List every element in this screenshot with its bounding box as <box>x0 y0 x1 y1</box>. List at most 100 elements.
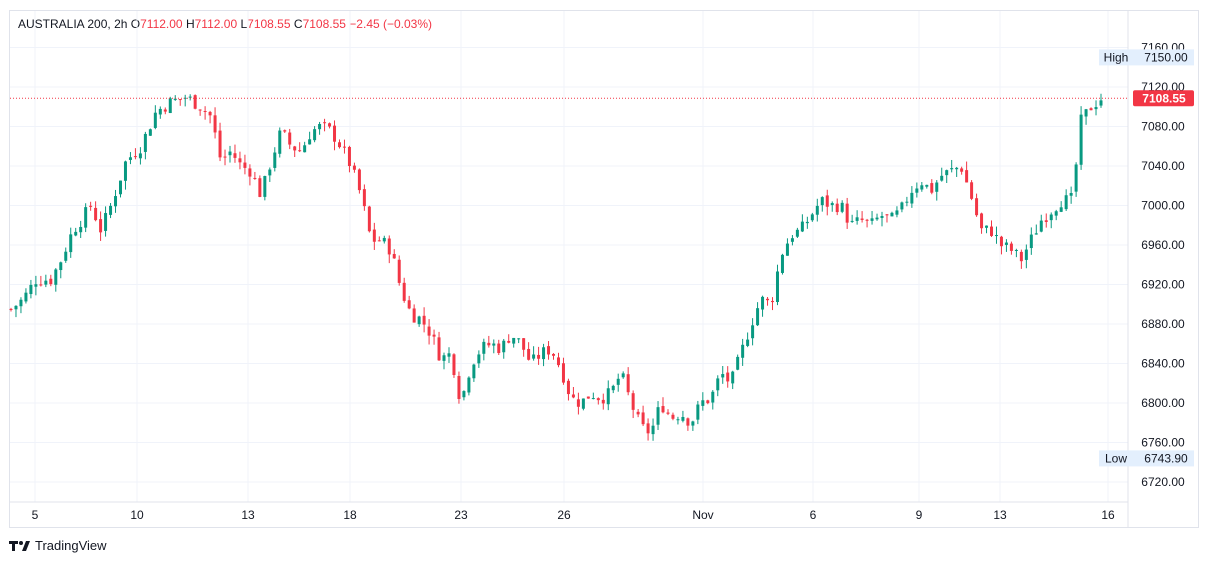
candle-body <box>771 300 775 303</box>
candle-body <box>248 168 252 177</box>
candle-body <box>452 354 456 376</box>
candle-body <box>552 353 556 356</box>
candle-body <box>228 151 232 156</box>
last-price-value: 7108.55 <box>1142 91 1186 105</box>
candle-body <box>193 95 197 109</box>
low-value: 7108.55 <box>247 17 291 31</box>
candle-body <box>278 130 282 154</box>
candle-body <box>1054 211 1058 216</box>
candle-body <box>815 205 819 215</box>
candle-body <box>34 284 38 287</box>
brand-name: TradingView <box>35 538 107 553</box>
y-tick-label: 6880.00 <box>1141 317 1185 331</box>
candle-body <box>387 238 391 255</box>
high-marker <box>1099 49 1194 66</box>
candle-body <box>492 343 496 346</box>
low-marker <box>1099 450 1194 467</box>
candle-body <box>198 109 202 111</box>
candle-body <box>840 202 844 212</box>
candle-body <box>676 419 680 421</box>
y-tick-label: 6720.00 <box>1141 475 1185 489</box>
candle-body <box>153 112 157 128</box>
candle-body <box>805 221 809 224</box>
candle-body <box>1099 100 1103 106</box>
candle-body <box>233 153 237 158</box>
candle-body <box>940 175 944 181</box>
candle-body <box>462 391 466 398</box>
candle-body <box>19 299 23 307</box>
candle-body <box>74 231 78 236</box>
x-tick-label: 6 <box>810 508 817 522</box>
candle-body <box>960 168 964 172</box>
interval[interactable]: 2h <box>114 17 128 31</box>
candle-body <box>407 300 411 309</box>
candle-body <box>1039 220 1043 232</box>
candle-body <box>308 139 312 145</box>
candle-body <box>487 342 491 346</box>
candle-body <box>79 226 83 233</box>
candle-body <box>596 398 600 401</box>
candle-body <box>641 412 645 425</box>
candle-body <box>621 373 625 378</box>
y-tick-label: 7040.00 <box>1141 159 1185 173</box>
candle-body <box>392 253 396 259</box>
candle-body <box>895 210 899 215</box>
candle-body <box>223 156 227 158</box>
candle-body <box>29 284 33 295</box>
candle-body <box>94 207 98 221</box>
open-label: O <box>130 17 141 31</box>
candle-body <box>910 192 914 204</box>
candle-body <box>432 334 436 337</box>
candle-body <box>850 220 854 222</box>
candle-body <box>213 115 217 133</box>
candle-body <box>283 130 287 132</box>
candle-body <box>437 337 441 361</box>
tradingview-branding[interactable]: TradingView <box>9 538 107 553</box>
candle-body <box>357 169 361 191</box>
candle-body <box>39 284 43 286</box>
candle-body <box>1014 249 1018 251</box>
candle-body <box>148 129 152 136</box>
candle-body <box>920 185 924 190</box>
candle-body <box>442 355 446 361</box>
candle-body <box>731 371 735 384</box>
candle-body <box>800 221 804 232</box>
candle-body <box>855 217 859 221</box>
candle-body <box>238 158 242 163</box>
candle-body <box>780 254 784 273</box>
x-tick-label: 23 <box>454 508 468 522</box>
low-marker-value: 6743.90 <box>1144 451 1188 465</box>
candle-body <box>830 203 834 206</box>
candle-body <box>975 198 979 216</box>
candle-body <box>422 315 426 325</box>
candle-body <box>109 205 113 215</box>
candle-body <box>636 411 640 415</box>
candle-body <box>561 363 565 383</box>
candle-body <box>502 340 506 353</box>
candle-body <box>1024 249 1028 260</box>
candle-body <box>352 165 356 170</box>
open-value: 7112.00 <box>140 17 183 31</box>
candle-body <box>746 339 750 346</box>
candle-body <box>367 206 371 232</box>
close-value: 7108.55 <box>302 17 346 31</box>
candle-body <box>616 378 620 385</box>
candle-body <box>143 133 147 152</box>
candle-body <box>925 184 929 187</box>
candle-body <box>397 259 401 283</box>
high-marker-value: 7150.00 <box>1144 50 1188 64</box>
high-marker-label: High <box>1104 50 1129 64</box>
candle-body <box>1004 242 1008 245</box>
candle-body <box>333 125 337 142</box>
low-label: L <box>240 17 248 31</box>
candle-body <box>586 396 590 399</box>
candle-body <box>1094 107 1098 110</box>
symbol-name[interactable]: AUSTRALIA 200 <box>18 17 108 31</box>
candle-body <box>611 385 615 391</box>
candle-body <box>412 308 416 323</box>
x-tick-label: 5 <box>32 508 39 522</box>
candle-body <box>447 353 451 357</box>
candle-body <box>1089 108 1093 111</box>
candle-body <box>576 399 580 407</box>
